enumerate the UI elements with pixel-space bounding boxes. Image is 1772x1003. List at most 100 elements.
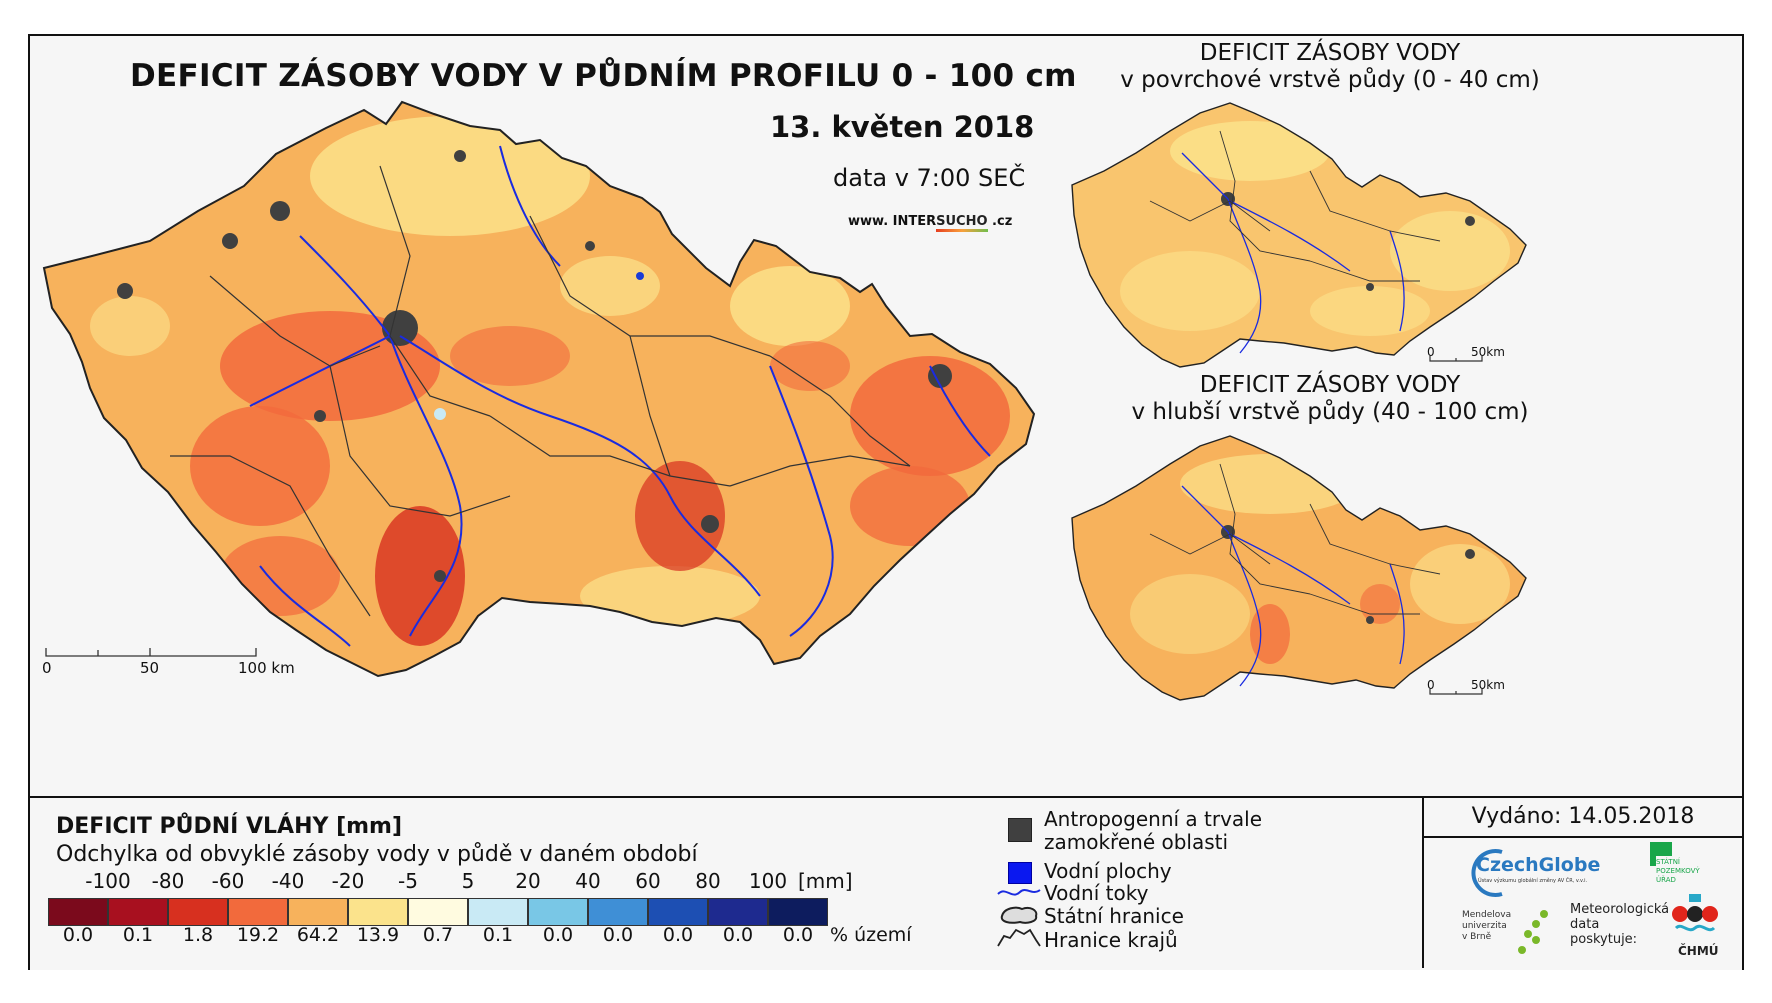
legend-percentage: 1.8 bbox=[182, 924, 214, 946]
legend-swatch bbox=[768, 898, 828, 926]
website-url[interactable]: www. INTERSUCHO .cz bbox=[848, 214, 1013, 232]
inset-top-title-line1: DEFICIT ZÁSOBY VODY bbox=[1199, 40, 1461, 66]
legend-tick-label: 20 bbox=[515, 869, 541, 893]
legend-percentage: 0.0 bbox=[542, 924, 574, 946]
legend-percentage: 0.0 bbox=[782, 924, 814, 946]
legend-tick-label: -5 bbox=[398, 869, 418, 893]
main-state-border bbox=[42, 100, 1036, 678]
mendel-label: Mendelova univerzita v Brně bbox=[1462, 910, 1511, 943]
url-prefix: www. INTER bbox=[848, 214, 937, 229]
legend-swatch bbox=[468, 898, 528, 926]
inset-bottom-title-line2: v hlubší vrstvě půdy (40 - 100 cm) bbox=[1131, 399, 1529, 425]
state-border-icon bbox=[1000, 906, 1038, 924]
legend-swatch bbox=[588, 898, 648, 926]
meteo-label: Meteorologická data poskytuje: bbox=[1570, 902, 1669, 947]
anthropogenic-label: Antropogenní a trvale zamokřené oblasti bbox=[1044, 808, 1262, 854]
legend-title: DEFICIT PŮDNÍ VLÁHY [mm] bbox=[56, 814, 403, 839]
rivers-label: Vodní toky bbox=[1044, 881, 1149, 905]
inset-top-title: DEFICIT ZÁSOBY VODY v povrchové vrstvě p… bbox=[1060, 40, 1600, 94]
main-date: 13. květen 2018 bbox=[770, 110, 1035, 144]
region-border-icon bbox=[997, 928, 1041, 947]
mendel-line1: Mendelova bbox=[1462, 910, 1512, 920]
main-scale-label-50: 50 bbox=[140, 659, 160, 677]
czechglobe-logo-icon bbox=[1471, 849, 1503, 897]
legend-percentage: 0.0 bbox=[662, 924, 694, 946]
main-scale-label-100: 100 km bbox=[238, 659, 295, 677]
anthropogenic-label-line1: Antropogenní a trvale bbox=[1044, 807, 1263, 831]
anthropogenic-label-line2: zamokřené oblasti bbox=[1044, 830, 1229, 854]
legend-swatch bbox=[408, 898, 468, 926]
spu-line3: ÚŘAD bbox=[1656, 876, 1676, 884]
percent-label: % území bbox=[830, 924, 912, 946]
main-scale-label-0: 0 bbox=[42, 659, 52, 677]
inset-bottom-scale-0: 0 bbox=[1427, 678, 1435, 692]
legend-swatch bbox=[528, 898, 588, 926]
spu-logo-bar-icon bbox=[1650, 842, 1656, 866]
inset-bottom-map bbox=[1071, 435, 1527, 701]
region-border-label: Hranice krajů bbox=[1044, 928, 1178, 952]
legend-swatch bbox=[168, 898, 228, 926]
main-map bbox=[42, 100, 1036, 678]
legend-tick-label: -80 bbox=[151, 869, 185, 893]
inset-bottom-title: DEFICIT ZÁSOBY VODY v hlubší vrstvě půdy… bbox=[1060, 372, 1600, 426]
inset-bottom-scale-50: 50km bbox=[1471, 678, 1505, 692]
issued-box: Vydáno: 14.05.2018 bbox=[1424, 798, 1742, 838]
state-border-label: Státní hranice bbox=[1044, 904, 1184, 928]
chmu-name: ČHMÚ bbox=[1678, 944, 1719, 958]
legend-tick-label: 5 bbox=[461, 869, 475, 893]
legend-swatch bbox=[228, 898, 288, 926]
legend-percentage: 64.2 bbox=[296, 924, 340, 946]
chmu-logo-icon bbox=[1672, 894, 1718, 932]
legend-tick-label: 80 bbox=[695, 869, 721, 893]
legend-tick-label: -20 bbox=[331, 869, 365, 893]
meteo-line2: data bbox=[1570, 917, 1600, 932]
legend-unit: [mm] bbox=[798, 869, 853, 893]
spu-line1: STÁTNÍ bbox=[1656, 858, 1680, 866]
legend-tick-label: -60 bbox=[211, 869, 245, 893]
legend-swatch bbox=[708, 898, 768, 926]
meteo-line1: Meteorologická bbox=[1570, 902, 1670, 917]
legend-swatch bbox=[348, 898, 408, 926]
legend-swatch bbox=[288, 898, 348, 926]
url-highlight: SUCHO bbox=[936, 214, 988, 232]
legend-percentage: 0.0 bbox=[602, 924, 634, 946]
spu-label: STÁTNÍ POZEMKOVÝ ÚŘAD bbox=[1656, 858, 1700, 885]
legend-percentage: 0.7 bbox=[422, 924, 454, 946]
map-sheet: DEFICIT ZÁSOBY VODY V PŮDNÍM PROFILU 0 -… bbox=[28, 34, 1744, 970]
legend-percentage: 19.2 bbox=[236, 924, 280, 946]
river-line-icon bbox=[997, 889, 1041, 896]
legend-subtitle: Odchylka od obvyklé zásoby vody v půdě v… bbox=[56, 842, 698, 867]
legend-tick-label: 100 bbox=[748, 869, 788, 893]
legend-panel: DEFICIT PŮDNÍ VLÁHY [mm] Odchylka od obv… bbox=[30, 796, 1742, 970]
inset-bottom-title-line1: DEFICIT ZÁSOBY VODY bbox=[1199, 372, 1461, 398]
legend-tick-label: 60 bbox=[635, 869, 661, 893]
main-time: data v 7:00 SEČ bbox=[833, 164, 1026, 192]
main-region-borders bbox=[170, 165, 911, 617]
mendel-logo-icon bbox=[1518, 910, 1548, 954]
legend-percentage: 0.0 bbox=[722, 924, 754, 946]
legend-tick-label: -40 bbox=[271, 869, 305, 893]
water-bodies-label: Vodní plochy bbox=[1044, 859, 1172, 883]
legend-percentage: 0.0 bbox=[62, 924, 94, 946]
czechglobe-name: CzechGlobe bbox=[1476, 854, 1601, 876]
main-scale-bar bbox=[45, 648, 257, 657]
spu-line2: POZEMKOVÝ bbox=[1656, 867, 1700, 875]
url-suffix: .cz bbox=[987, 214, 1013, 229]
inset-top-map bbox=[1071, 102, 1527, 368]
legend-swatch bbox=[48, 898, 108, 926]
legend-swatch bbox=[108, 898, 168, 926]
water-body-swatch-icon bbox=[1008, 862, 1032, 884]
legend-swatch bbox=[648, 898, 708, 926]
legend-percentage: 0.1 bbox=[122, 924, 154, 946]
mendel-line2: univerzita bbox=[1462, 921, 1507, 931]
main-rivers bbox=[249, 145, 991, 647]
meteo-line3: poskytuje: bbox=[1570, 932, 1638, 947]
legend-divider bbox=[1422, 798, 1424, 968]
czechglobe-subtitle: Ústav výzkumu globální změny AV ČR, v.v.… bbox=[1478, 878, 1588, 884]
issued-date: Vydáno: 14.05.2018 bbox=[1471, 804, 1695, 829]
inset-top-scale-50: 50km bbox=[1471, 345, 1505, 359]
map-area: DEFICIT ZÁSOBY VODY V PŮDNÍM PROFILU 0 -… bbox=[30, 36, 1742, 796]
inset-top-title-line2: v povrchové vrstvě půdy (0 - 40 cm) bbox=[1120, 67, 1540, 93]
mendel-line3: v Brně bbox=[1462, 932, 1492, 942]
main-title: DEFICIT ZÁSOBY VODY V PŮDNÍM PROFILU 0 -… bbox=[130, 58, 1077, 94]
